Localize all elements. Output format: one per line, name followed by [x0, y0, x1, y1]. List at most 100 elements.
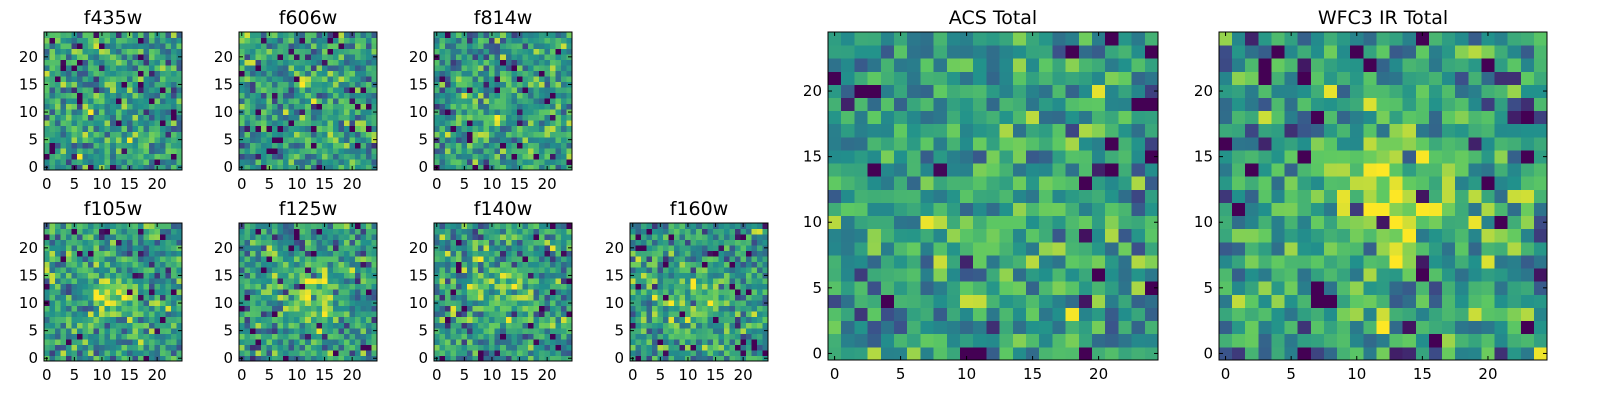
- heatmap-cell: [516, 327, 523, 334]
- heatmap-cell: [316, 136, 323, 143]
- x-tick-label: 15: [120, 366, 139, 384]
- heatmap-cell: [461, 300, 468, 307]
- heatmap-cell: [538, 355, 545, 362]
- heatmap-cell: [371, 32, 378, 38]
- heatmap-cell: [522, 103, 529, 110]
- heatmap-cell: [255, 131, 262, 138]
- heatmap-cell: [261, 114, 267, 121]
- heatmap-cell: [745, 261, 752, 268]
- heatmap-cell: [349, 92, 356, 99]
- heatmap-cell: [305, 272, 312, 279]
- heatmap-cell: [679, 223, 686, 229]
- heatmap-cell: [316, 294, 323, 301]
- heatmap-cell: [365, 294, 372, 301]
- heatmap-cell: [696, 272, 703, 279]
- heatmap-cell: [165, 305, 172, 312]
- heatmap-cell: [450, 87, 457, 94]
- heatmap-cell: [841, 176, 855, 190]
- heatmap-cell: [445, 311, 451, 318]
- heatmap-cell: [316, 223, 323, 229]
- heatmap-cell: [148, 245, 155, 251]
- heatmap-cell: [756, 311, 763, 318]
- heatmap-cell: [126, 147, 133, 154]
- heatmap-cell: [371, 131, 378, 138]
- heatmap-cell: [538, 43, 545, 49]
- heatmap-cell: [115, 349, 122, 356]
- heatmap-cell: [343, 278, 350, 285]
- heatmap-cell: [365, 131, 372, 138]
- heatmap-cell: [288, 98, 295, 105]
- heatmap-cell: [1144, 346, 1159, 361]
- heatmap-cell: [544, 234, 551, 240]
- heatmap-cell: [478, 136, 485, 143]
- heatmap-cell: [154, 239, 161, 246]
- heatmap-cell: [445, 48, 451, 55]
- heatmap-cell: [360, 114, 367, 121]
- heatmap-cell: [505, 294, 512, 301]
- heatmap-cell: [176, 120, 183, 127]
- heatmap-cell: [538, 267, 545, 274]
- heatmap-cell: [115, 103, 122, 110]
- heatmap-cell: [121, 98, 128, 105]
- heatmap-cell: [1092, 320, 1106, 335]
- heatmap-cell: [170, 48, 177, 55]
- heatmap-cell: [137, 109, 144, 116]
- heatmap-cell: [729, 305, 736, 312]
- heatmap-cell: [244, 32, 251, 38]
- heatmap-cell: [445, 300, 451, 307]
- heatmap-cell: [321, 261, 328, 268]
- heatmap-cell: [132, 311, 139, 318]
- heatmap-cell: [762, 239, 769, 246]
- heatmap-cell: [338, 322, 345, 329]
- heatmap-cell: [707, 278, 714, 285]
- heatmap-cell: [500, 164, 507, 171]
- heatmap-cell: [489, 54, 496, 60]
- heatmap-cell: [707, 316, 714, 323]
- heatmap-cell: [505, 125, 512, 132]
- heatmap-cell: [434, 289, 440, 296]
- heatmap-cell: [701, 239, 708, 246]
- heatmap-cells: [828, 32, 1159, 361]
- heatmap-cell: [104, 327, 111, 334]
- heatmap-cell: [505, 136, 512, 143]
- heatmap-cell: [154, 289, 161, 296]
- heatmap-cell: [154, 59, 161, 66]
- heatmap-cell: [115, 294, 122, 301]
- heatmap-cell: [494, 283, 501, 290]
- heatmap-cell: [250, 54, 256, 60]
- heatmap-cell: [566, 256, 573, 263]
- heatmap-cell: [77, 54, 84, 60]
- heatmap-cell: [294, 311, 301, 318]
- heatmap-cell: [762, 250, 769, 257]
- heatmap-cell: [718, 228, 725, 235]
- heatmap-cell: [126, 338, 133, 345]
- heatmap-cell: [104, 37, 111, 44]
- heatmap-cell: [104, 54, 111, 60]
- heatmap-cell: [327, 87, 334, 94]
- heatmap-cell: [82, 228, 89, 235]
- heatmap-cell: [354, 158, 361, 165]
- heatmap-cell: [170, 65, 177, 72]
- heatmap-cell: [646, 278, 653, 285]
- heatmap-cell: [483, 153, 490, 160]
- heatmap-cell: [461, 311, 468, 318]
- heatmap-cell: [652, 272, 658, 279]
- heatmap-cell: [104, 322, 111, 329]
- heatmap-cell: [143, 109, 150, 116]
- heatmap-cell: [244, 267, 251, 274]
- heatmap-cell: [143, 261, 150, 268]
- heatmap-cell: [445, 81, 451, 88]
- heatmap-cell: [663, 239, 670, 246]
- heatmap-cell: [472, 322, 479, 329]
- heatmap-cell: [434, 322, 440, 329]
- heatmap-cell: [734, 300, 741, 307]
- heatmap-cell: [489, 142, 496, 149]
- heatmap-cell: [439, 103, 446, 110]
- heatmap-cell: [500, 300, 507, 307]
- heatmap-cell: [751, 294, 758, 301]
- heatmap-cell: [93, 158, 100, 165]
- heatmap-cell: [907, 346, 921, 361]
- heatmap-cell: [478, 300, 485, 307]
- heatmap-cell: [489, 103, 496, 110]
- heatmap-cell: [266, 43, 273, 49]
